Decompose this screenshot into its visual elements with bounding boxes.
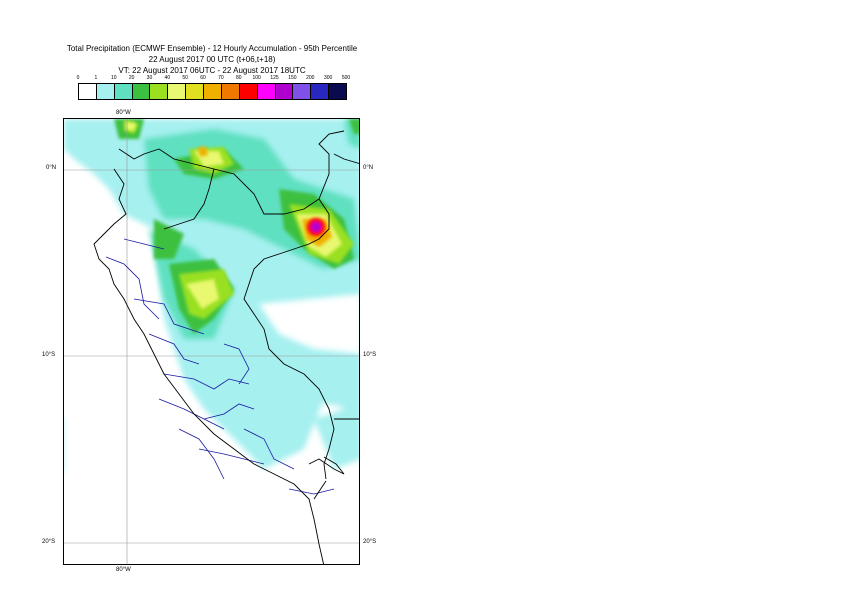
legend-tick-label: 10 <box>110 75 117 81</box>
legend-swatch <box>113 83 133 100</box>
lon-label-bottom: 80°W <box>116 567 131 573</box>
legend-tick-label: 150 <box>288 75 297 81</box>
legend-swatch <box>220 83 240 100</box>
legend-swatch <box>310 83 330 100</box>
legend-swatch <box>185 83 205 100</box>
precipitation-map <box>63 118 360 565</box>
map-svg <box>64 119 359 564</box>
legend-swatch <box>274 83 294 100</box>
graticule <box>64 119 359 564</box>
legend-tick-label: 20 <box>128 75 135 81</box>
legend-swatch <box>78 83 97 100</box>
department-borders <box>105 238 335 495</box>
legend-swatch <box>292 83 312 100</box>
legend-swatch <box>256 83 276 100</box>
legend-swatch <box>95 83 115 100</box>
legend-swatch <box>131 83 151 100</box>
legend-swatch <box>167 83 187 100</box>
chart-title-line3: VT: 22 August 2017 06UTC - 22 August 201… <box>118 66 306 75</box>
legend-tick-label: 80 <box>236 75 242 81</box>
legend-tick-label: 500 <box>341 75 351 81</box>
legend-swatch <box>203 83 222 100</box>
legend-swatch <box>328 83 347 100</box>
legend-tick-label: 60 <box>200 75 206 81</box>
lat-label-20-left: 20°S <box>42 539 56 545</box>
legend-tick-label: 30 <box>146 75 153 81</box>
legend-tick-label: 0 <box>76 75 80 81</box>
legend-tick-label: 40 <box>164 75 171 81</box>
legend-tick-label: 1 <box>94 75 98 81</box>
legend-tick-label: 50 <box>182 75 188 81</box>
legend-swatch <box>238 83 258 100</box>
chart-title-line1: Total Precipitation (ECMWF Ensemble) - 1… <box>66 44 358 53</box>
lat-label-20-right: 20°S <box>363 539 377 545</box>
lon-label-top: 80°W <box>116 110 131 116</box>
legend-tick-label: 125 <box>270 75 279 81</box>
lat-label-10-right: 10°S <box>363 352 377 358</box>
legend-tick-label: 70 <box>218 75 224 81</box>
precipitation-legend <box>78 83 347 100</box>
legend-tick-label: 200 <box>306 75 315 81</box>
lat-label-0-right: 0°N <box>363 165 374 171</box>
chart-title-line2: 22 August 2017 00 UTC (t+06,t+18) <box>148 55 276 64</box>
legend-tick-label: 100 <box>252 75 261 81</box>
country-borders <box>93 130 359 564</box>
legend-swatch <box>149 83 169 100</box>
lat-label-0-left: 0°N <box>46 165 57 171</box>
precip-field-peak <box>307 218 325 236</box>
legend-tick-label: 300 <box>323 75 333 81</box>
lat-label-10-left: 10°S <box>42 352 56 358</box>
